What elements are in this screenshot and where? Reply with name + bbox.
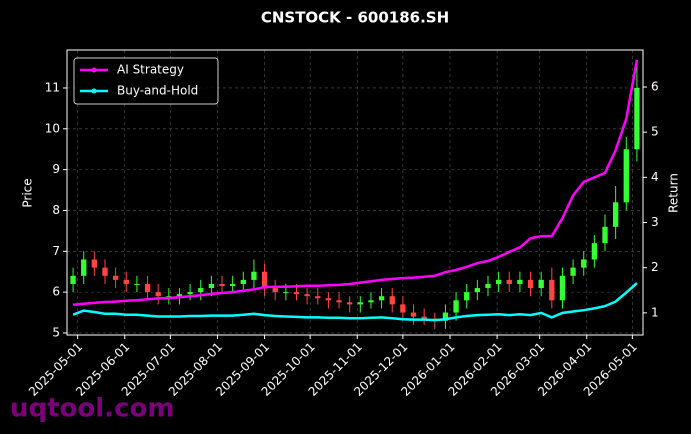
line-series [72,282,638,322]
y-tick-label: 6 [52,285,60,299]
candle-body [134,283,140,285]
y2-tick-label: 2 [651,260,659,274]
candle-body [155,292,161,297]
candle-body [591,243,598,260]
candle-body [389,296,395,305]
candle-body [293,292,300,295]
candle-body [378,296,385,301]
chart-title: CNSTOCK - 600186.SH [261,9,449,27]
candle-body [612,202,619,227]
candle-body [102,267,108,276]
candle-body [272,288,278,293]
y2-tick-label: 1 [651,305,659,319]
candle-body [506,279,512,284]
y-tick-label: 9 [52,162,60,176]
candle-body [144,283,151,293]
candle-body [70,275,76,284]
legend-marker [91,67,97,73]
y-axis-label: Price [21,178,35,207]
plot-frame [66,49,644,336]
candle-body [347,302,353,305]
candle-body [410,312,417,317]
candle-body [208,283,215,289]
candle-body [527,279,534,289]
legend-label: AI Strategy [117,63,184,77]
candle-body [283,292,289,294]
candle-body [198,288,204,293]
legend-box [73,57,219,105]
candle-body [229,283,236,287]
candle-body [549,279,555,301]
candle-body [517,279,523,284]
watermark: uqtool.com [10,394,174,424]
legend-marker [91,88,97,94]
candle-body [240,279,246,284]
candle-body [251,271,257,280]
candle-body [325,298,332,301]
y-tick-label: 7 [52,244,60,258]
candle-body [421,316,427,319]
candle-body [485,283,491,289]
candle-body [112,275,119,280]
line-series [72,59,639,306]
candle-body [187,292,193,295]
y2-axis-label: Return [667,173,681,213]
candle-body [336,300,342,303]
candle-body [464,292,470,301]
candle-body [602,226,608,244]
y2-tick-label: 4 [651,170,659,184]
y2-tick-label: 5 [651,125,659,139]
candle-body [91,259,98,268]
candle-body [474,288,481,293]
y-tick-label: 10 [45,121,60,135]
candle-body [304,294,310,297]
candle-body [219,283,225,287]
candle-body [123,279,129,284]
y-tick-label: 8 [52,203,60,217]
candle-body [634,87,640,150]
y-tick-label: 5 [52,325,60,339]
candle-body [166,296,172,298]
candle-body [559,275,566,301]
candle-body [261,271,268,289]
candle-body [453,300,459,313]
candle-body [495,279,502,284]
y2-tick-label: 6 [651,80,659,94]
y-tick-label: 11 [45,80,60,94]
candle-body [81,259,87,276]
candle-body [538,279,544,289]
candle-body [176,294,183,297]
candle-body [400,304,406,313]
candle-body [623,149,629,203]
candle-body [581,259,587,268]
legend-label: Buy-and-Hold [117,84,198,98]
candle-body [368,300,374,303]
candle-body [357,302,363,305]
candle-body [570,267,576,276]
candle-body [442,312,449,321]
candle-body [315,296,321,299]
y2-tick-label: 3 [651,215,659,229]
